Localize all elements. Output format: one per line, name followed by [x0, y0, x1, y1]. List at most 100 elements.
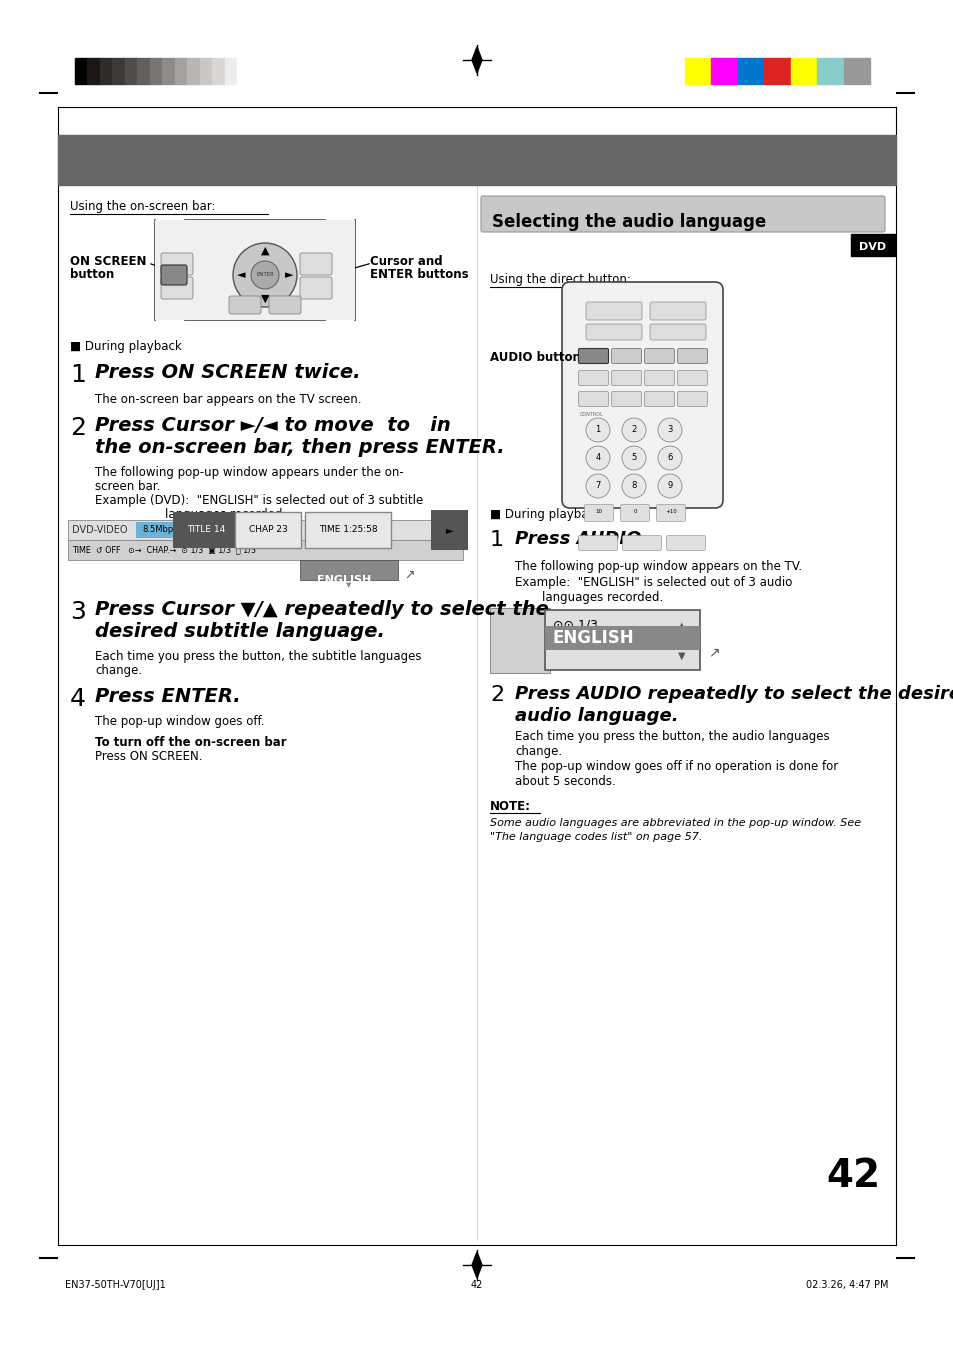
Bar — [850, 234, 894, 256]
Bar — [763, 58, 790, 84]
FancyBboxPatch shape — [161, 277, 193, 299]
Circle shape — [621, 446, 645, 470]
Text: ▼: ▼ — [260, 293, 269, 304]
FancyBboxPatch shape — [644, 349, 674, 364]
Text: DVD-VIDEO: DVD-VIDEO — [71, 525, 128, 535]
Text: 4: 4 — [595, 453, 600, 462]
Text: ENTER: ENTER — [255, 273, 274, 277]
Text: Press ON SCREEN twice.: Press ON SCREEN twice. — [95, 362, 360, 383]
Bar — [75, 58, 88, 84]
Text: The on-screen bar appears on the TV screen.: The on-screen bar appears on the TV scre… — [95, 393, 361, 406]
Bar — [154, 220, 355, 320]
Polygon shape — [472, 1252, 481, 1278]
Text: ENGLISH: ENGLISH — [316, 575, 371, 585]
Bar — [112, 58, 125, 84]
Circle shape — [658, 418, 681, 442]
Text: Press Cursor ►/◄ to move  to   in: Press Cursor ►/◄ to move to in — [95, 416, 450, 435]
Text: Press ENTER.: Press ENTER. — [95, 687, 240, 706]
Text: AUDIO button: AUDIO button — [490, 352, 580, 365]
Text: 0: 0 — [633, 510, 636, 515]
Text: languages recorded.: languages recorded. — [165, 508, 286, 521]
Text: +10: +10 — [664, 510, 677, 515]
Text: 42: 42 — [471, 1280, 482, 1290]
FancyBboxPatch shape — [677, 392, 707, 407]
Text: ▲: ▲ — [260, 246, 269, 256]
Text: about 5 seconds.: about 5 seconds. — [515, 775, 615, 788]
FancyBboxPatch shape — [644, 392, 674, 407]
FancyBboxPatch shape — [611, 370, 640, 385]
Text: ►: ► — [445, 525, 453, 535]
Text: To turn off the on-screen bar: To turn off the on-screen bar — [95, 735, 286, 749]
Text: The pop-up window goes off if no operation is done for: The pop-up window goes off if no operati… — [515, 760, 838, 773]
Bar — [237, 58, 250, 84]
Text: Selecting the audio language: Selecting the audio language — [492, 214, 765, 231]
Text: Press AUDIO repeatedly to select the desired: Press AUDIO repeatedly to select the des… — [515, 685, 953, 703]
Text: The following pop-up window appears under the on-: The following pop-up window appears unde… — [95, 466, 403, 479]
Circle shape — [621, 418, 645, 442]
Text: 2: 2 — [70, 416, 86, 439]
Text: change.: change. — [95, 664, 142, 677]
FancyBboxPatch shape — [229, 296, 261, 314]
Text: DVD: DVD — [859, 242, 885, 251]
Bar — [58, 135, 895, 185]
Text: TITLE 14: TITLE 14 — [187, 526, 225, 534]
Text: ON SCREEN: ON SCREEN — [70, 256, 147, 268]
Text: 10: 10 — [595, 510, 602, 515]
Text: desired subtitle language.: desired subtitle language. — [95, 622, 384, 641]
Text: the on-screen bar, then press ENTER.: the on-screen bar, then press ENTER. — [95, 438, 504, 457]
Text: ►: ► — [284, 270, 293, 280]
Bar — [150, 58, 162, 84]
Circle shape — [585, 446, 609, 470]
Text: ◄: ◄ — [236, 270, 245, 280]
Bar — [88, 58, 100, 84]
Text: Some audio languages are abbreviated in the pop-up window. See: Some audio languages are abbreviated in … — [490, 818, 861, 827]
Circle shape — [233, 243, 296, 307]
Text: ↗: ↗ — [707, 645, 719, 658]
Text: Each time you press the button, the audio languages: Each time you press the button, the audi… — [515, 730, 829, 744]
FancyBboxPatch shape — [480, 196, 884, 233]
Text: Press AUDIO.: Press AUDIO. — [515, 530, 647, 548]
FancyBboxPatch shape — [299, 253, 332, 274]
Text: TIME  ↺ OFF   ⊙→  CHAP.→  ⊙ 1/3  ▣ 1/3  ⛉ 1/3: TIME ↺ OFF ⊙→ CHAP.→ ⊙ 1/3 ▣ 1/3 ⛉ 1/3 — [71, 545, 255, 554]
Text: The following pop-up window appears on the TV.: The following pop-up window appears on t… — [515, 560, 801, 573]
FancyBboxPatch shape — [561, 283, 722, 508]
Text: 6: 6 — [666, 453, 672, 462]
FancyBboxPatch shape — [677, 370, 707, 385]
Bar — [544, 626, 700, 650]
Text: Press Cursor ▼/▲ repeatedly to select the: Press Cursor ▼/▲ repeatedly to select th… — [95, 600, 548, 619]
Text: TIME 1:25:58: TIME 1:25:58 — [318, 526, 377, 534]
Text: button: button — [70, 268, 114, 281]
Circle shape — [658, 475, 681, 498]
Bar — [817, 58, 842, 84]
FancyBboxPatch shape — [584, 504, 613, 522]
Text: Using the on-screen bar:: Using the on-screen bar: — [70, 200, 215, 214]
Bar — [137, 58, 150, 84]
FancyBboxPatch shape — [161, 265, 187, 285]
FancyBboxPatch shape — [578, 392, 608, 407]
Text: ▲: ▲ — [678, 621, 685, 631]
Bar — [490, 608, 550, 673]
FancyBboxPatch shape — [611, 392, 640, 407]
Bar — [174, 58, 188, 84]
FancyBboxPatch shape — [656, 504, 685, 522]
FancyBboxPatch shape — [619, 504, 649, 522]
Bar — [68, 521, 462, 539]
Bar — [125, 58, 137, 84]
Bar — [162, 58, 174, 84]
Bar — [842, 58, 869, 84]
Text: ▼: ▼ — [346, 581, 352, 588]
Bar — [711, 58, 737, 84]
Text: 42: 42 — [825, 1157, 879, 1195]
FancyBboxPatch shape — [578, 535, 617, 550]
Text: EN37-50TH-V70[UJ]1: EN37-50TH-V70[UJ]1 — [65, 1280, 166, 1290]
FancyBboxPatch shape — [611, 349, 640, 364]
Circle shape — [585, 418, 609, 442]
Text: ⊙⊙ 1/3: ⊙⊙ 1/3 — [553, 618, 598, 631]
Bar — [136, 522, 184, 538]
FancyBboxPatch shape — [578, 349, 608, 364]
FancyBboxPatch shape — [585, 324, 641, 339]
Bar — [188, 58, 200, 84]
Bar — [737, 58, 763, 84]
Text: Each time you press the button, the subtitle languages: Each time you press the button, the subt… — [95, 650, 421, 662]
FancyBboxPatch shape — [649, 324, 705, 339]
